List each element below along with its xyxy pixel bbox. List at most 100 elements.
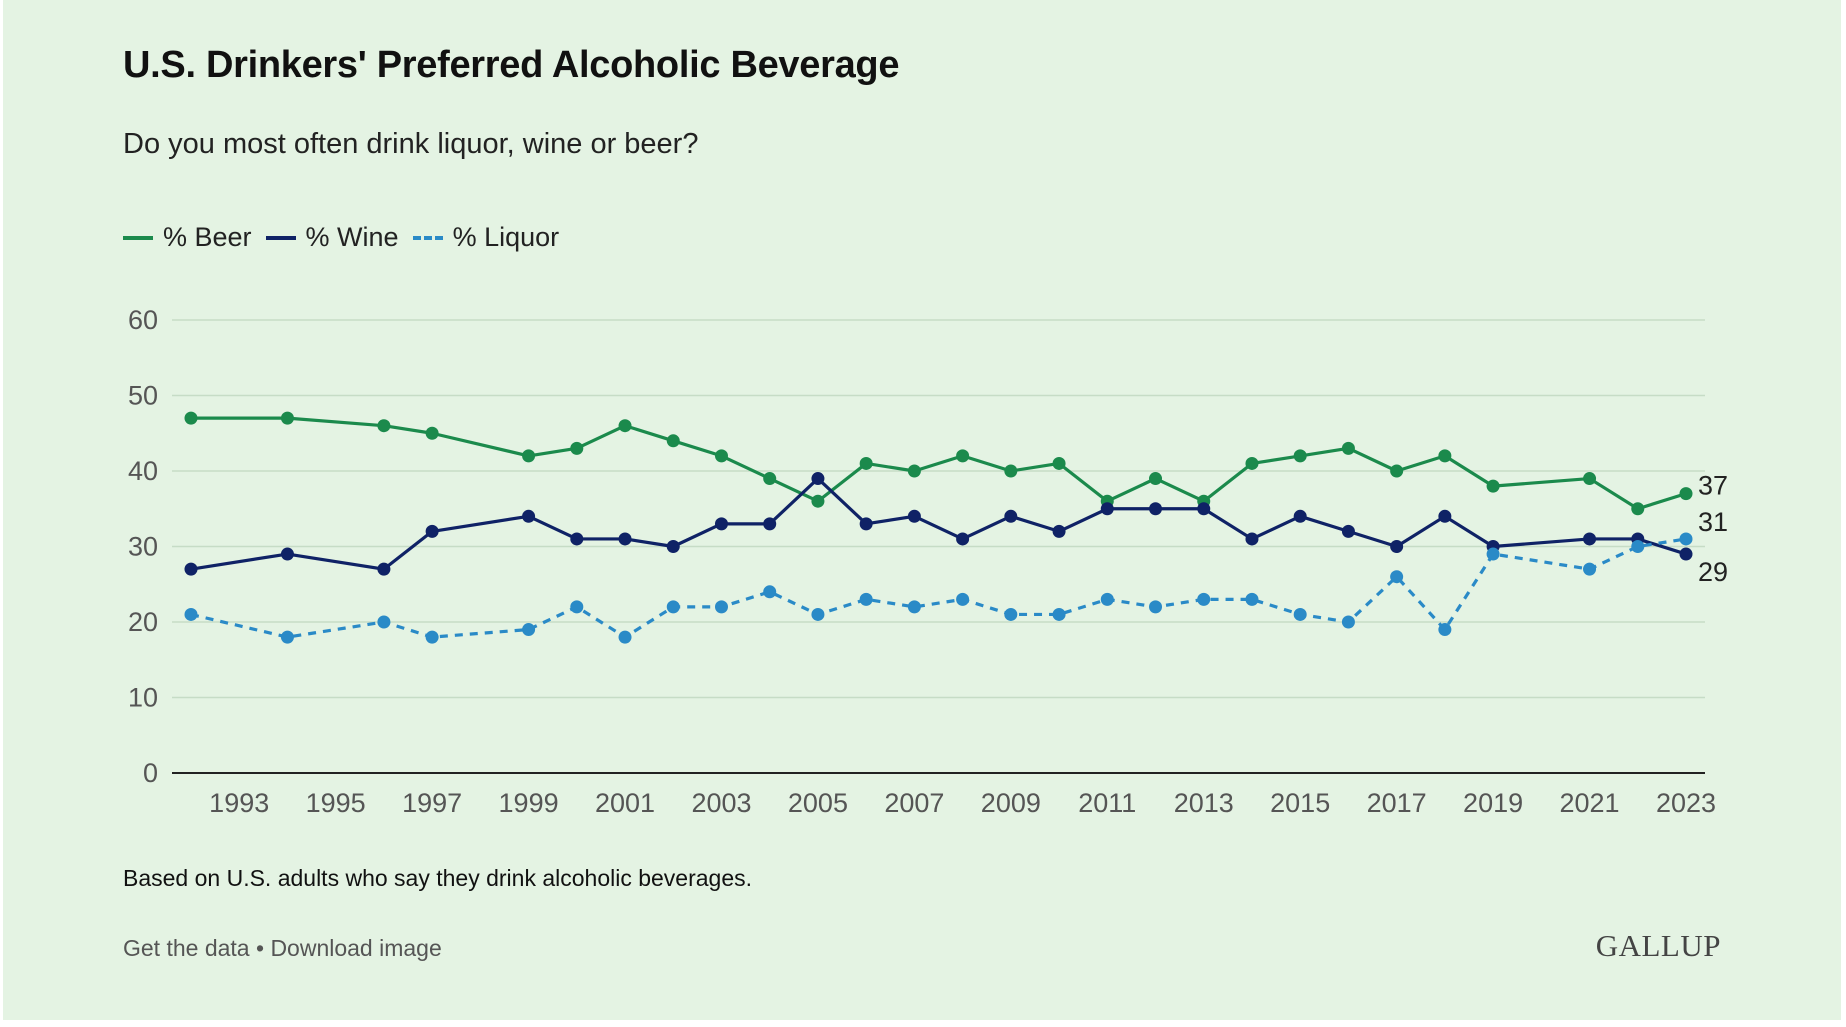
end-label-beer: 37 <box>1698 471 1728 501</box>
data-point-wine <box>1679 547 1693 561</box>
data-point-beer <box>1341 441 1355 455</box>
data-point-wine <box>956 532 970 546</box>
data-point-beer <box>1679 487 1693 501</box>
x-tick-label: 2023 <box>1656 788 1716 818</box>
data-point-liquor <box>1100 592 1114 606</box>
legend-item-wine: % Wine <box>265 222 399 253</box>
data-point-liquor <box>425 630 439 644</box>
data-point-wine <box>763 517 777 531</box>
y-tick-label: 0 <box>143 758 158 788</box>
data-point-liquor <box>1390 570 1404 584</box>
data-point-liquor <box>184 607 198 621</box>
data-point-beer <box>763 472 777 486</box>
y-tick-label: 60 <box>128 305 158 335</box>
data-point-beer <box>1486 479 1500 493</box>
x-tick-label: 1997 <box>402 788 462 818</box>
data-point-wine <box>811 472 825 486</box>
y-tick-label: 30 <box>128 532 158 562</box>
data-point-wine <box>1004 509 1018 523</box>
y-tick-label: 20 <box>128 607 158 637</box>
data-point-beer <box>1245 456 1259 470</box>
data-point-liquor <box>956 592 970 606</box>
gallup-logo: GALLUP <box>1595 928 1721 963</box>
end-label-liquor: 29 <box>1698 557 1728 587</box>
data-point-beer <box>377 419 391 433</box>
data-point-beer <box>522 449 536 463</box>
data-point-beer <box>811 494 825 508</box>
data-point-wine <box>666 540 680 553</box>
data-point-liquor <box>1679 532 1693 546</box>
legend-item-liquor: % Liquor <box>412 222 559 253</box>
data-point-liquor <box>522 623 536 637</box>
data-point-beer <box>1583 472 1597 486</box>
data-point-wine <box>714 517 728 531</box>
data-point-liquor <box>1486 547 1500 561</box>
data-point-beer <box>425 426 439 440</box>
data-point-wine <box>907 509 921 523</box>
data-point-beer <box>1390 464 1404 478</box>
data-point-wine <box>425 524 439 538</box>
data-point-liquor <box>1341 615 1355 629</box>
data-point-beer <box>184 411 198 425</box>
data-point-liquor <box>714 600 728 614</box>
data-point-wine <box>1197 502 1211 516</box>
x-tick-label: 2011 <box>1078 788 1136 818</box>
data-point-beer <box>1438 449 1452 463</box>
x-tick-label: 2015 <box>1270 788 1330 818</box>
x-tick-label: 2003 <box>691 788 751 818</box>
link-separator: • <box>249 935 271 961</box>
data-point-wine <box>1100 502 1114 516</box>
data-point-beer <box>1149 472 1163 486</box>
chart-links: Get the data • Download image <box>123 935 442 962</box>
data-point-beer <box>1293 449 1307 463</box>
end-label-wine: 31 <box>1698 507 1728 537</box>
data-point-wine <box>1341 524 1355 538</box>
x-tick-label: 2019 <box>1463 788 1523 818</box>
data-point-liquor <box>1052 607 1066 621</box>
data-point-liquor <box>1631 540 1645 553</box>
data-point-liquor <box>570 600 584 614</box>
data-point-wine <box>1149 502 1163 516</box>
data-point-wine <box>1390 540 1404 553</box>
data-point-liquor <box>907 600 921 614</box>
legend-item-beer: % Beer <box>123 222 252 253</box>
data-point-beer <box>570 441 584 455</box>
legend-label-wine: % Wine <box>305 222 399 252</box>
y-tick-label: 50 <box>128 381 158 411</box>
x-tick-label: 1993 <box>209 788 269 818</box>
data-point-liquor <box>859 592 873 606</box>
data-point-liquor <box>1293 607 1307 621</box>
chart-footnote: Based on U.S. adults who say they drink … <box>123 865 753 891</box>
data-point-wine <box>1438 509 1452 523</box>
y-tick-label: 40 <box>128 456 158 486</box>
data-point-liquor <box>377 615 391 629</box>
data-point-wine <box>1052 524 1066 538</box>
data-point-beer <box>280 411 294 425</box>
data-point-liquor <box>1438 623 1452 637</box>
x-tick-label: 2007 <box>884 788 944 818</box>
y-tick-label: 10 <box>128 683 158 713</box>
data-point-beer <box>1631 502 1645 516</box>
data-point-beer <box>714 449 728 463</box>
data-point-liquor <box>811 607 825 621</box>
data-point-wine <box>377 562 391 576</box>
data-point-wine <box>522 509 536 523</box>
chart-card: U.S. Drinkers' Preferred Alcoholic Bever… <box>3 0 1841 1020</box>
data-point-liquor <box>1149 600 1163 614</box>
x-tick-label: 1999 <box>499 788 559 818</box>
data-point-wine <box>859 517 873 531</box>
x-tick-label: 2017 <box>1367 788 1427 818</box>
get-data-link[interactable]: Get the data <box>123 935 250 961</box>
legend-swatch-liquor <box>412 235 443 240</box>
legend-swatch-beer <box>123 235 153 240</box>
data-point-wine <box>1245 532 1259 546</box>
download-image-link[interactable]: Download image <box>270 935 442 961</box>
data-point-liquor <box>763 585 777 599</box>
x-tick-label: 2013 <box>1174 788 1234 818</box>
data-point-liquor <box>666 600 680 614</box>
data-point-beer <box>666 434 680 448</box>
data-point-beer <box>1052 456 1066 470</box>
data-point-liquor <box>1583 562 1597 576</box>
series-line-wine <box>190 476 1687 571</box>
